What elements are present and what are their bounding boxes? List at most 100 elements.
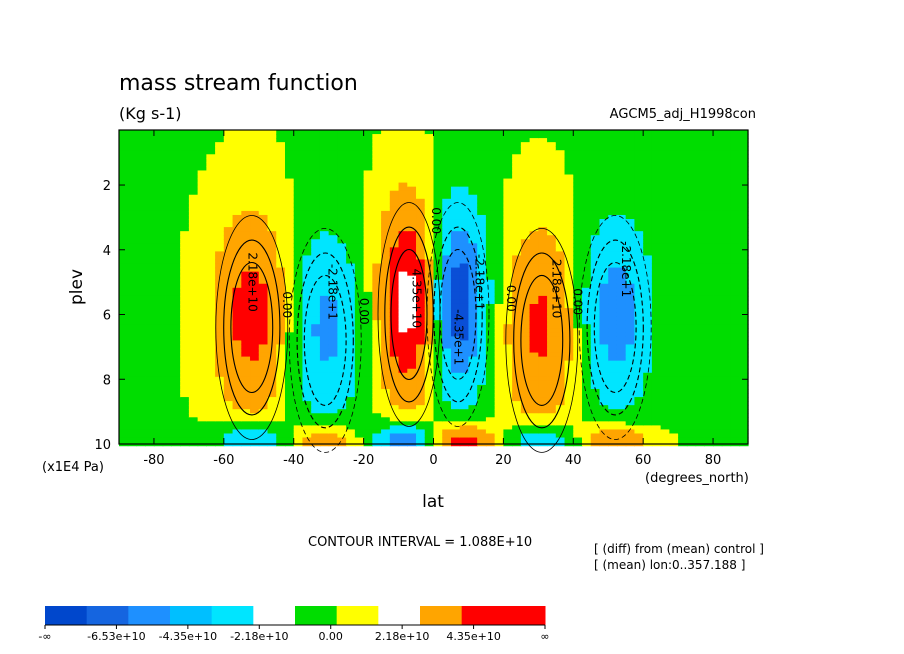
heatmap-cell <box>319 295 330 301</box>
heatmap-cell <box>651 308 662 313</box>
heatmap-cell <box>512 384 522 390</box>
heatmap-cell <box>616 360 627 366</box>
heatmap-cell <box>494 174 504 180</box>
heatmap-cell <box>442 223 452 228</box>
heatmap-cell <box>232 182 242 188</box>
heatmap-cell <box>188 368 199 374</box>
heatmap-cell <box>127 154 138 159</box>
heatmap-cell <box>311 388 321 394</box>
heatmap-cell <box>162 425 173 431</box>
heatmap-cell <box>520 388 531 394</box>
heatmap-cell <box>468 170 478 176</box>
heatmap-cell <box>127 384 138 390</box>
heatmap-cell <box>669 376 679 382</box>
heatmap-cell <box>180 283 190 289</box>
heatmap-cell <box>153 303 164 309</box>
heatmap-cell <box>416 130 426 135</box>
heatmap-cell <box>608 433 618 439</box>
heatmap-cell <box>197 255 207 261</box>
heatmap-cell <box>625 320 636 325</box>
heatmap-cell <box>354 437 365 443</box>
heatmap-cell <box>660 271 670 277</box>
heatmap-cell <box>389 393 400 398</box>
heatmap-cell <box>241 380 251 386</box>
heatmap-cell <box>311 364 321 370</box>
heatmap-cell <box>258 320 269 325</box>
heatmap-cell <box>477 263 487 269</box>
heatmap-cell <box>363 393 373 398</box>
heatmap-cell <box>319 340 330 346</box>
heatmap-cell <box>424 255 435 261</box>
heatmap-cell <box>223 332 234 337</box>
heatmap-cell <box>241 364 251 370</box>
heatmap-cell <box>424 372 435 378</box>
heatmap-cell <box>424 287 435 293</box>
heatmap-cell <box>346 178 356 184</box>
heatmap-cell <box>188 312 199 317</box>
heatmap-cell <box>485 198 496 204</box>
heatmap-cell <box>171 328 181 333</box>
heatmap-cell <box>267 413 277 418</box>
heatmap-cell <box>468 190 478 196</box>
heatmap-cell <box>416 324 426 329</box>
heatmap-cell <box>311 356 321 362</box>
heatmap-cell <box>232 150 242 155</box>
heatmap-cell <box>407 190 417 196</box>
heatmap-cell <box>119 186 129 192</box>
heatmap-cell <box>241 219 251 224</box>
heatmap-cell <box>477 166 487 172</box>
heatmap-cell <box>442 409 452 414</box>
heatmap-cell <box>459 219 470 224</box>
heatmap-cell <box>485 397 496 402</box>
heatmap-cell <box>381 223 391 228</box>
heatmap-cell <box>555 340 566 346</box>
heatmap-cell <box>232 320 242 325</box>
heatmap-cell <box>669 158 679 163</box>
heatmap-cell <box>145 223 155 228</box>
heatmap-cell <box>555 303 566 309</box>
heatmap-cell <box>468 356 478 362</box>
heatmap-cell <box>136 388 146 394</box>
heatmap-cell <box>468 247 478 252</box>
heatmap-cell <box>206 182 216 188</box>
heatmap-cell <box>188 384 199 390</box>
heatmap-cell <box>171 190 181 196</box>
heatmap-cell <box>582 247 592 252</box>
heatmap-cell <box>608 138 618 143</box>
heatmap-cell <box>223 174 234 180</box>
heatmap-cell <box>407 316 417 321</box>
heatmap-cell <box>389 437 400 443</box>
heatmap-cell <box>180 421 190 426</box>
heatmap-cell <box>293 138 304 143</box>
heatmap-cell <box>162 352 173 358</box>
heatmap-cell <box>634 295 644 301</box>
heatmap-cell <box>127 413 138 418</box>
heatmap-cell <box>424 336 435 342</box>
heatmap-cell <box>503 227 513 232</box>
heatmap-cell <box>547 332 557 337</box>
heatmap-cell <box>398 417 408 422</box>
heatmap-cell <box>241 223 251 228</box>
heatmap-cell <box>590 154 601 159</box>
heatmap-cell <box>241 344 251 350</box>
heatmap-cell <box>512 405 522 410</box>
heatmap-cell <box>573 227 583 232</box>
heatmap-cell <box>634 138 644 143</box>
heatmap-cell <box>529 291 539 297</box>
heatmap-cell <box>459 134 470 139</box>
heatmap-cell <box>608 316 618 321</box>
heatmap-cell <box>520 421 531 426</box>
heatmap-cell <box>433 421 443 426</box>
heatmap-cell <box>450 174 461 180</box>
heatmap-cell <box>311 174 321 180</box>
heatmap-cell <box>372 320 382 325</box>
heatmap-cell <box>424 275 435 281</box>
heatmap-cell <box>459 267 470 273</box>
heatmap-cell <box>136 255 146 261</box>
heatmap-cell <box>555 328 566 333</box>
heatmap-cell <box>625 405 636 410</box>
heatmap-cell <box>319 291 330 297</box>
heatmap-cell <box>529 271 539 277</box>
heatmap-cell <box>276 401 286 406</box>
heatmap-cell <box>127 251 138 257</box>
